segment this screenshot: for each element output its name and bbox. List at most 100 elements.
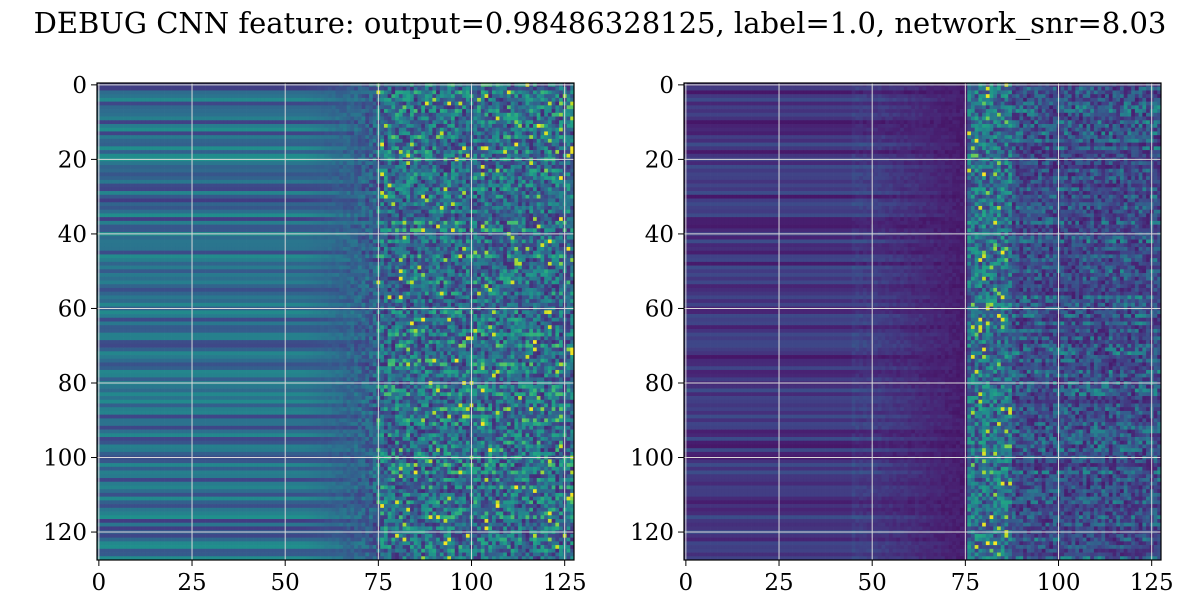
heatmap-cell	[216, 117, 220, 121]
heatmap-cell	[268, 90, 272, 94]
heatmap-cell	[451, 94, 455, 98]
heatmap-cell	[160, 169, 164, 173]
heatmap-cell	[145, 161, 149, 165]
heatmap-cell	[544, 206, 548, 210]
heatmap-cell	[101, 180, 105, 184]
heatmap-cell	[205, 94, 209, 98]
heatmap-cell	[104, 113, 108, 117]
heatmap-cell	[145, 146, 149, 150]
heatmap-cell	[458, 169, 462, 173]
heatmap-cell	[127, 165, 131, 169]
heatmap-cell	[205, 169, 209, 173]
heatmap-cell	[276, 135, 280, 139]
heatmap-cell	[280, 146, 284, 150]
heatmap-cell	[101, 191, 105, 195]
heatmap-cell	[436, 135, 440, 139]
heatmap-cell	[332, 150, 336, 154]
heatmap-cell	[309, 105, 313, 109]
heatmap-cell	[447, 172, 451, 176]
heatmap-cell	[425, 135, 429, 139]
heatmap-cell	[444, 180, 448, 184]
heatmap-cell	[447, 195, 451, 199]
heatmap-cell	[112, 90, 116, 94]
heatmap-cell	[425, 143, 429, 147]
heatmap-cell	[414, 143, 418, 147]
heatmap-cell	[183, 172, 187, 176]
heatmap-cell	[138, 139, 142, 143]
heatmap-cell	[216, 87, 220, 91]
heatmap-cell	[369, 109, 373, 113]
heatmap-cell	[537, 131, 541, 135]
heatmap-cell	[451, 172, 455, 176]
heatmap-cell	[231, 128, 235, 132]
heatmap-cell	[179, 206, 183, 210]
heatmap-cell	[339, 154, 343, 158]
heatmap-cell	[425, 124, 429, 128]
heatmap-cell	[451, 176, 455, 180]
heatmap-cell	[261, 146, 265, 150]
heatmap-cell	[567, 102, 571, 106]
heatmap-cell	[268, 161, 272, 165]
heatmap-cell	[108, 206, 112, 210]
heatmap-cell	[119, 131, 123, 135]
heatmap-cell	[436, 87, 440, 91]
heatmap-cell	[492, 117, 496, 121]
heatmap-cell	[298, 169, 302, 173]
heatmap-cell	[134, 128, 138, 132]
heatmap-cell	[332, 146, 336, 150]
heatmap-cell	[257, 191, 261, 195]
heatmap-cell	[336, 184, 340, 188]
heatmap-cell	[153, 165, 157, 169]
heatmap-cell	[276, 154, 280, 158]
heatmap-cell	[436, 117, 440, 121]
heatmap-cell	[235, 143, 239, 147]
heatmap-cell	[350, 117, 354, 121]
heatmap-cell	[406, 120, 410, 124]
heatmap-cell	[514, 187, 518, 191]
heatmap-cell	[131, 131, 135, 135]
heatmap-cell	[384, 139, 388, 143]
heatmap-cell	[336, 109, 340, 113]
heatmap-cell	[205, 161, 209, 165]
heatmap-cell	[205, 117, 209, 121]
heatmap-cell	[451, 165, 455, 169]
heatmap-cell	[358, 87, 362, 91]
heatmap-cell	[127, 135, 131, 139]
heatmap-cell	[526, 187, 530, 191]
heatmap-cell	[522, 146, 526, 150]
heatmap-cell	[488, 146, 492, 150]
heatmap-cell	[391, 202, 395, 206]
heatmap-cell	[134, 176, 138, 180]
heatmap-cell	[391, 143, 395, 147]
heatmap-cell	[537, 109, 541, 113]
heatmap-cell	[309, 113, 313, 117]
heatmap-cell	[101, 176, 105, 180]
heatmap-cell	[116, 94, 120, 98]
heatmap-cell	[425, 139, 429, 143]
heatmap-cell	[287, 98, 291, 102]
heatmap-cell	[492, 124, 496, 128]
heatmap-cell	[127, 105, 131, 109]
heatmap-cell	[157, 206, 161, 210]
heatmap-cell	[201, 143, 205, 147]
heatmap-cell	[119, 146, 123, 150]
heatmap-cell	[350, 187, 354, 191]
heatmap-cell	[268, 146, 272, 150]
heatmap-cell	[477, 131, 481, 135]
heatmap-cell	[496, 139, 500, 143]
heatmap-cell	[224, 124, 228, 128]
heatmap-cell	[153, 146, 157, 150]
heatmap-cell	[164, 191, 168, 195]
heatmap-cell	[250, 172, 254, 176]
heatmap-cell	[250, 169, 254, 173]
heatmap-cell	[227, 169, 231, 173]
heatmap-cell	[548, 184, 552, 188]
heatmap-cell	[436, 187, 440, 191]
heatmap-cell	[533, 139, 537, 143]
heatmap-cell	[291, 169, 295, 173]
heatmap-cell	[306, 113, 310, 117]
heatmap-cell	[186, 128, 190, 132]
heatmap-cell	[365, 191, 369, 195]
heatmap-cell	[298, 117, 302, 121]
heatmap-cell	[354, 199, 358, 203]
